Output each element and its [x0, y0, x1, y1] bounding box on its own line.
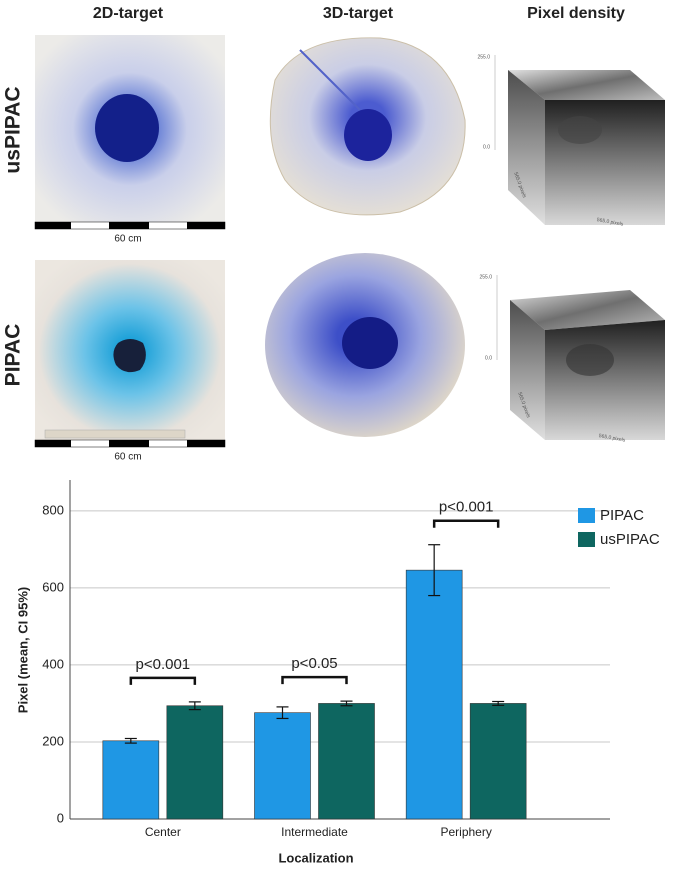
photo-2d-uspipac	[34, 35, 226, 230]
density-plot-uspipac	[494, 55, 665, 225]
axis-label: 255.0	[479, 274, 492, 280]
x-tick-label: Center	[145, 825, 181, 839]
scale-label: 60 cm	[114, 452, 141, 463]
error-bar	[492, 700, 505, 706]
axis-label: 255.0	[477, 54, 490, 60]
x-tick-label: Periphery	[440, 825, 491, 839]
y-tick-label: 400	[42, 656, 64, 671]
legend-label: usPIPAC	[600, 531, 660, 548]
error-bar	[428, 544, 441, 597]
y-tick-label: 200	[42, 733, 64, 748]
axis-label: 565.0 pixels	[596, 217, 624, 228]
bar	[405, 569, 463, 820]
row-label: PIPAC	[2, 324, 25, 387]
error-bar	[276, 706, 289, 720]
significance-bracket	[281, 675, 348, 685]
y-tick-label: 0	[57, 810, 64, 825]
row-label: usPIPAC	[2, 86, 25, 173]
significance-bracket	[432, 519, 500, 528]
scale-label: 60 cm	[114, 234, 141, 245]
density-plot-pipac	[496, 275, 665, 440]
x-axis-label: Localization	[278, 850, 353, 865]
axis-label: 565.0 pixels	[598, 433, 626, 444]
legend-swatch	[578, 532, 595, 547]
bar	[102, 740, 160, 820]
p-value-label: p<0.001	[439, 499, 494, 516]
axis-label: 0.0	[483, 144, 490, 150]
y-tick-label: 800	[42, 502, 64, 517]
legend-label: PIPAC	[600, 507, 644, 524]
axis-label: 0.0	[485, 355, 492, 361]
p-value-label: p<0.05	[291, 655, 337, 672]
error-bar	[340, 700, 353, 707]
y-axis-label: Pixel (mean, CI 95%)	[15, 587, 30, 713]
p-value-label: p<0.001	[136, 656, 191, 673]
bar	[469, 703, 527, 820]
significance-bracket	[129, 676, 197, 685]
bar	[254, 712, 311, 820]
error-bar	[188, 701, 201, 711]
column-heading: 3D-target	[323, 5, 394, 22]
photo-3d-uspipac	[269, 37, 466, 216]
column-heading: Pixel density	[527, 5, 625, 22]
photo-2d-pipac	[34, 260, 226, 448]
y-tick-label: 600	[42, 579, 64, 594]
photo-3d-pipac	[265, 253, 465, 437]
column-heading: 2D-target	[93, 5, 164, 22]
error-bar	[124, 737, 137, 744]
legend-swatch	[578, 508, 595, 523]
bar	[166, 705, 224, 820]
x-tick-label: Intermediate	[281, 825, 348, 839]
bar	[318, 703, 375, 820]
